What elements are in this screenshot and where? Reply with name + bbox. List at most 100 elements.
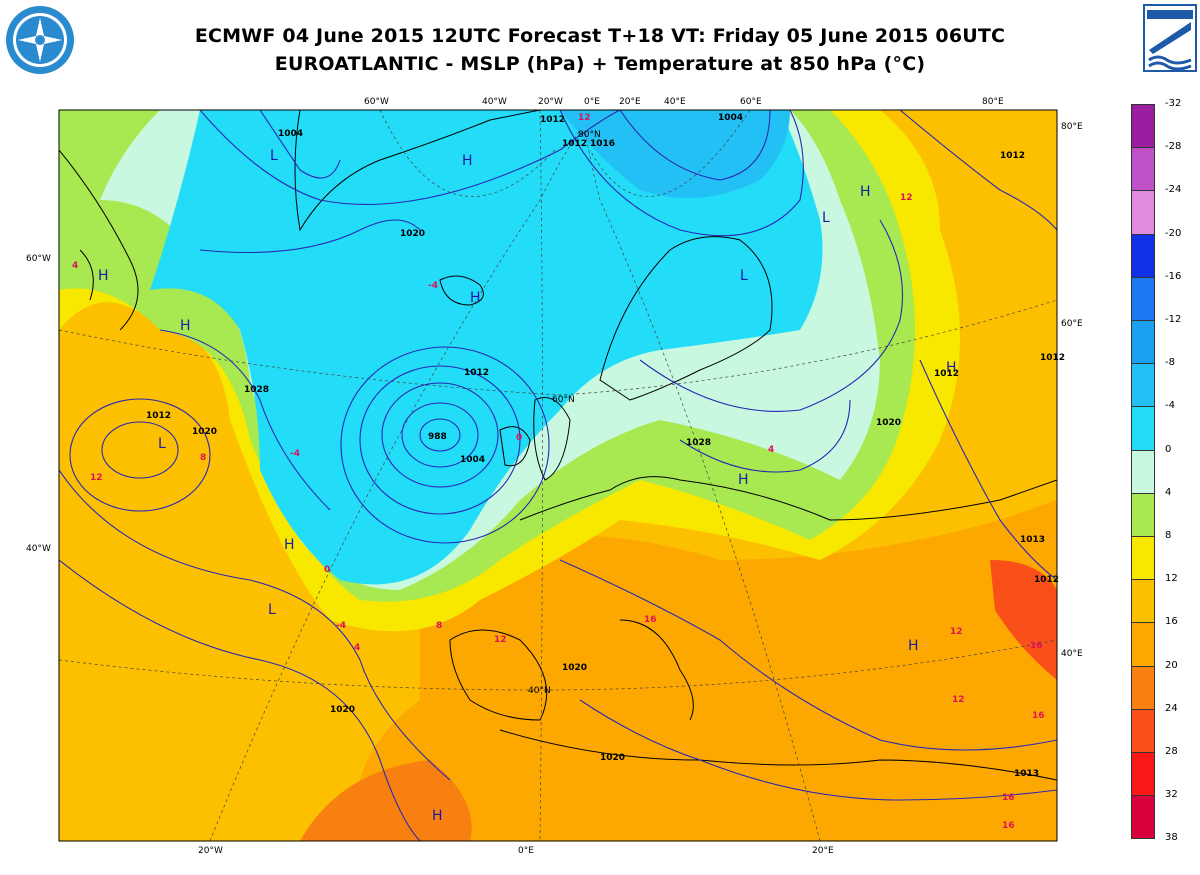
- pressure-system: H: [432, 808, 443, 824]
- right-lat-label: 60°E: [1061, 319, 1083, 329]
- europe-coast: [449, 476, 1057, 721]
- isobar-labels: 1004 1020 1028 1012 1004 1012 1020 1020 …: [146, 113, 1065, 779]
- temp-label: 8: [200, 453, 206, 463]
- legend-swatch: [1131, 622, 1155, 667]
- legend-swatch: [1131, 665, 1155, 710]
- legend-swatch: [1131, 708, 1155, 753]
- british-isles-coast: [499, 397, 571, 481]
- pressure-system: L: [158, 436, 166, 452]
- temp-label: 12: [578, 113, 591, 123]
- bottom-lon-label: 20°W: [198, 846, 223, 856]
- isobar-label: 1020: [600, 753, 625, 763]
- pressure-system: H: [946, 360, 957, 376]
- temp-label: -4: [428, 281, 438, 291]
- top-lon-label: 20°W: [538, 97, 563, 107]
- legend-label: 12: [1165, 573, 1178, 585]
- isobar-label: 1004: [278, 129, 303, 139]
- isobar-label: 1012: [562, 139, 587, 149]
- temp-label: 16: [1032, 711, 1045, 721]
- legend-label: -24: [1165, 184, 1182, 196]
- temp-field-minus4-0: [150, 110, 823, 585]
- temp-label: -4: [336, 621, 346, 631]
- top-lon-label: 60°W: [364, 97, 389, 107]
- temperature-color-legend: [1131, 104, 1159, 840]
- map-frame: [58, 109, 1058, 842]
- isobar-label: 1020: [562, 663, 587, 673]
- top-lon-label: 80°E: [982, 97, 1004, 107]
- legend-swatch: [1131, 536, 1155, 581]
- isobar-label: 1020: [876, 418, 901, 428]
- legend-swatch: [1131, 320, 1155, 365]
- legend-label: -32: [1165, 98, 1182, 109]
- isobar-label: 1004: [460, 455, 485, 465]
- legend-label: -20: [1165, 227, 1182, 239]
- temp-label: 16: [1030, 641, 1043, 651]
- legend-label: 4: [1165, 486, 1172, 498]
- isobar-label: 1012: [464, 368, 489, 378]
- cnmca-logo-icon: [1143, 4, 1197, 72]
- legend-swatch: [1131, 492, 1155, 537]
- legend-label: 16: [1165, 616, 1178, 628]
- top-lon-label: 20°E: [619, 97, 641, 107]
- isobar-label: 1020: [400, 229, 425, 239]
- temp-field-20-24-south: [300, 760, 472, 841]
- legend-label: 8: [1165, 530, 1172, 541]
- pressure-system: H: [860, 184, 871, 200]
- pressure-system: H: [462, 153, 473, 169]
- temperature-labels: 0 -4 4 8 12 16 12 16 12 16 12 16 4 -4 4 …: [72, 113, 1045, 831]
- right-lat-label: 40°E: [1061, 649, 1083, 659]
- legend-swatch: [1131, 147, 1155, 192]
- graticule: [59, 110, 1057, 841]
- right-lat-label: 80°E: [1061, 122, 1083, 132]
- temp-label: -4: [290, 449, 300, 459]
- isobar-label: 1016: [590, 139, 615, 149]
- top-lon-label: 40°W: [482, 97, 507, 107]
- temp-field-24-28-east: [990, 560, 1057, 680]
- legend-swatch: [1131, 233, 1155, 278]
- low-center-value: 988: [428, 432, 447, 442]
- bottom-lon-label: 20°E: [812, 846, 834, 856]
- temp-label: 12: [494, 635, 507, 645]
- isobar-label: 1013: [1020, 535, 1045, 545]
- isobar-label: 1020: [330, 705, 355, 715]
- inner-lat-label: 60°N: [552, 395, 575, 405]
- wmo-style-emblem-icon: [6, 6, 74, 74]
- isobar-label: 1020: [192, 427, 217, 437]
- isobar-label: 1012: [934, 369, 959, 379]
- canada-coast: [59, 149, 139, 331]
- north-africa-coast: [499, 729, 1057, 781]
- legend-label: 28: [1165, 746, 1178, 757]
- temp-label: 12: [900, 193, 913, 203]
- legend-label: -16: [1165, 270, 1182, 282]
- legend-swatch: [1131, 363, 1155, 408]
- legend-label: -4: [1165, 400, 1175, 412]
- left-lat-label: 40°W: [26, 544, 51, 554]
- isobar-label: 1004: [718, 113, 743, 123]
- legend-label: 0: [1165, 443, 1172, 455]
- pressure-system: H: [284, 537, 295, 553]
- pressure-system-letters: L H H H L H L H H L H H H L H: [98, 148, 957, 824]
- pressure-system: L: [740, 268, 748, 284]
- isobar-label: 1028: [244, 385, 269, 395]
- legend-label: -8: [1165, 357, 1175, 369]
- temp-label: 12: [950, 627, 963, 637]
- inner-lat-label: 80°N: [578, 130, 601, 140]
- temp-field-16-20: [356, 500, 1057, 841]
- top-lon-label: 40°E: [664, 97, 686, 107]
- temp-label: 16: [644, 615, 657, 625]
- temp-label: 4: [354, 643, 360, 653]
- legend-label: -12: [1165, 314, 1182, 325]
- pressure-system: H: [908, 638, 919, 654]
- legend-swatch: [1131, 795, 1155, 840]
- legend-swatch: [1131, 752, 1155, 797]
- pressure-system: L: [268, 602, 276, 618]
- legend-label: 20: [1165, 659, 1178, 671]
- iceland-coast: [439, 275, 484, 306]
- legend-label: 24: [1165, 702, 1178, 714]
- isobar-lines: [59, 110, 1057, 841]
- legend-swatch: [1131, 190, 1155, 235]
- temp-label: 16: [1002, 793, 1015, 803]
- title-block: ECMWF 04 June 2015 12UTC Forecast T+18 V…: [0, 22, 1200, 78]
- temp-label: 8: [436, 621, 442, 631]
